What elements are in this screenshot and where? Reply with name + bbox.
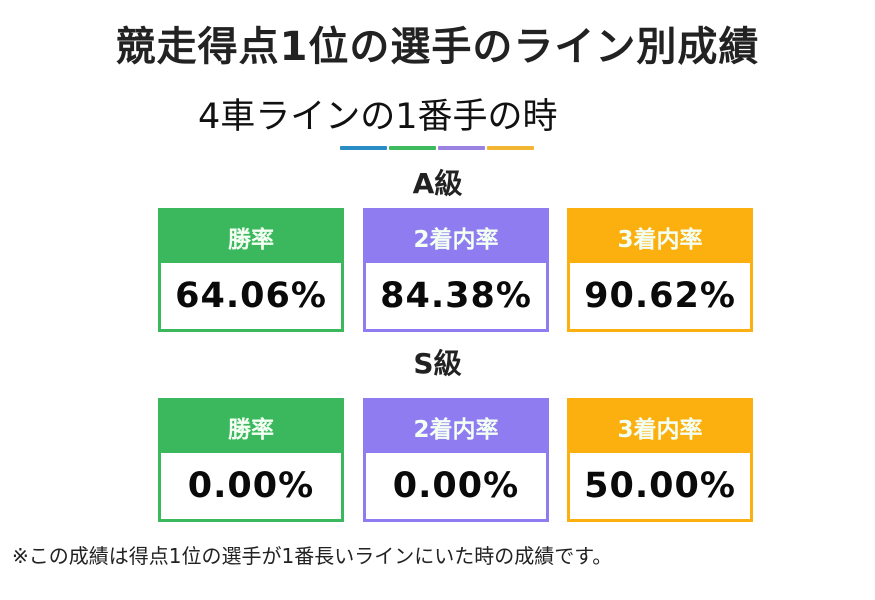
divider-segment-green xyxy=(389,146,436,150)
stat-card-s-third: 3着内率 50.00% xyxy=(567,398,753,522)
grade-heading-s: S級 xyxy=(413,347,462,380)
stat-card-s-second: 2着内率 0.00% xyxy=(363,398,549,522)
stat-card-label: 2着内率 xyxy=(366,401,546,453)
divider-segment-blue xyxy=(340,146,387,150)
stat-card-value: 64.06% xyxy=(175,276,327,316)
stat-card-a-third: 3着内率 90.62% xyxy=(567,208,753,332)
stat-card-label: 勝率 xyxy=(161,401,341,453)
stat-card-value: 90.62% xyxy=(584,276,736,316)
stat-card-label: 2着内率 xyxy=(366,211,546,263)
stat-card-label: 3着内率 xyxy=(570,211,750,263)
stat-card-label: 3着内率 xyxy=(570,401,750,453)
stat-card-value: 50.00% xyxy=(584,466,736,506)
stat-card-label: 勝率 xyxy=(161,211,341,263)
stat-card-a-win: 勝率 64.06% xyxy=(158,208,344,332)
stat-card-s-win: 勝率 0.00% xyxy=(158,398,344,522)
stat-card-value: 84.38% xyxy=(380,276,532,316)
stat-card-value: 0.00% xyxy=(187,466,315,506)
page-title: 競走得点1位の選手のライン別成績 xyxy=(115,24,760,70)
divider-segment-yellow xyxy=(487,146,534,150)
subtitle: 4車ラインの1番手の時 xyxy=(198,97,558,137)
grade-heading-a: A級 xyxy=(412,167,463,200)
footnote: ※この成績は得点1位の選手が1番長いラインにいた時の成績です。 xyxy=(12,544,613,568)
stat-card-a-second: 2着内率 84.38% xyxy=(363,208,549,332)
stat-card-value: 0.00% xyxy=(392,466,520,506)
divider-segment-purple xyxy=(438,146,485,150)
color-divider xyxy=(340,146,536,151)
